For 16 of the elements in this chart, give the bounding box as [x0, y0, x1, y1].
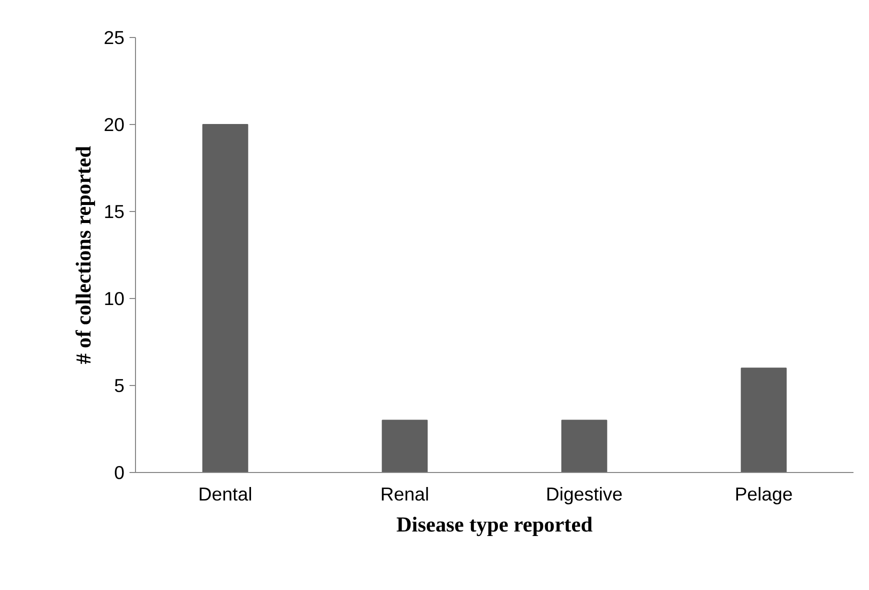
bar [202, 124, 248, 472]
bar [561, 420, 608, 472]
y-tick-label: 5 [114, 375, 125, 396]
y-tick-label: 20 [104, 114, 125, 135]
x-tick-label: Renal [380, 484, 430, 504]
bar [740, 368, 787, 472]
x-tick-label: Digestive [546, 484, 623, 504]
y-tick-label: 10 [104, 288, 125, 309]
x-axis-title: Disease type reported [396, 512, 593, 536]
y-tick-label: 0 [114, 462, 125, 483]
y-tick-label: 15 [104, 201, 125, 222]
x-tick-label: Dental [198, 484, 252, 504]
x-tick-label: Pelage [734, 484, 793, 504]
y-tick-label: 25 [104, 27, 125, 48]
bar [382, 420, 428, 472]
y-axis-title: # of collections reported [72, 146, 96, 364]
